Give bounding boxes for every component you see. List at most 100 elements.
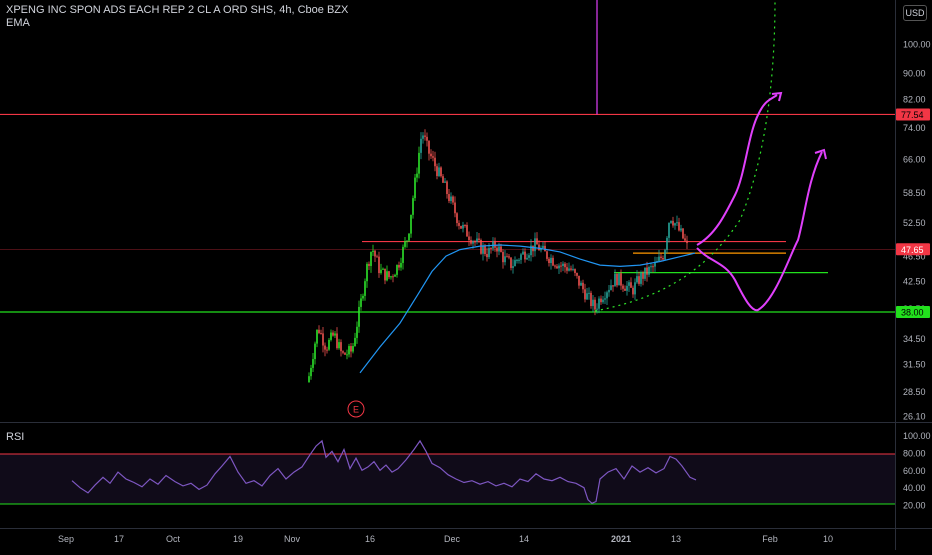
candle-body: [372, 250, 374, 252]
candle-body: [350, 346, 352, 352]
rsi-path: [71, 439, 697, 505]
candle-body: [612, 285, 614, 287]
ema-indicator-label[interactable]: EMA: [6, 17, 30, 29]
candle-body: [598, 298, 600, 309]
candle-body: [420, 138, 422, 153]
candle-body: [578, 275, 580, 286]
price-tick-label: 31.50: [903, 359, 926, 369]
earnings-marker-label: E: [353, 405, 359, 415]
time-axis-label: Nov: [284, 534, 301, 544]
candle-body: [524, 251, 526, 260]
candle-body: [490, 248, 492, 250]
candle-body: [480, 240, 482, 254]
projection-arrow-up: [771, 91, 783, 102]
candle-body: [558, 265, 560, 269]
candle-body: [572, 269, 574, 271]
candle-body: [472, 241, 474, 244]
candle-body: [544, 245, 546, 252]
price-badge-label: 77.54: [901, 110, 924, 120]
time-axis-label: Oct: [166, 534, 181, 544]
candle-body: [358, 306, 360, 327]
candle-body: [320, 333, 322, 335]
candle-body: [324, 345, 326, 350]
candle-body: [518, 259, 520, 261]
candle-body: [600, 298, 602, 303]
candle-body: [400, 262, 402, 268]
candle-body: [500, 246, 502, 252]
candle-body: [592, 299, 594, 307]
candle-body: [608, 289, 610, 293]
candle-body: [560, 265, 562, 267]
price-tick-label: 34.50: [903, 334, 926, 344]
candle-body: [650, 266, 652, 268]
rsi-tick-label: 20.00: [903, 501, 926, 511]
candle-body: [514, 260, 516, 267]
drawings: E: [347, 0, 827, 418]
candle-body: [548, 258, 550, 264]
candle-body: [646, 267, 648, 275]
candle-body: [380, 269, 382, 274]
candle-body: [668, 222, 670, 238]
candle-body: [376, 256, 378, 258]
projection-path-down-up: [696, 151, 823, 312]
candle-body: [516, 259, 518, 261]
candle-body: [510, 257, 512, 268]
candle-body: [394, 274, 396, 277]
candle-body: [436, 166, 438, 177]
candle-body: [482, 246, 484, 254]
candle-body: [414, 177, 416, 199]
candle-body: [584, 289, 586, 300]
candle-body: [684, 238, 686, 241]
candle-body: [512, 266, 514, 268]
candle-body: [664, 249, 666, 260]
candle-body: [628, 282, 630, 286]
candle-body: [662, 257, 664, 260]
candle-body: [458, 223, 460, 226]
candle-body: [486, 254, 488, 258]
candle-body: [686, 240, 688, 244]
candle-body: [456, 213, 458, 224]
candle-body: [476, 238, 478, 242]
candle-body: [424, 135, 426, 137]
rsi-tick-label: 40.00: [903, 483, 926, 493]
candle-body: [430, 153, 432, 157]
candle-body: [506, 256, 508, 258]
candle-body: [680, 228, 682, 231]
candle-body: [340, 342, 342, 352]
candle-body: [344, 352, 346, 355]
price-badge: [896, 243, 930, 256]
currency-button[interactable]: USD: [903, 5, 927, 21]
rsi-indicator-label[interactable]: RSI: [6, 431, 25, 443]
candle-body: [314, 343, 316, 360]
candle-body: [438, 167, 440, 177]
candle-body: [494, 241, 496, 248]
time-axis-label: 17: [114, 534, 124, 544]
candle-body: [552, 257, 554, 266]
candle-body: [530, 245, 532, 256]
candle-body: [610, 285, 612, 290]
rsi-line: [71, 439, 697, 505]
candle-body: [536, 238, 538, 245]
candle-body: [588, 292, 590, 294]
candle-body: [318, 329, 320, 334]
candle-body: [468, 236, 470, 241]
candle-body: [374, 250, 376, 257]
candle-body: [542, 245, 544, 249]
candle-body: [362, 295, 364, 299]
candle-body: [632, 287, 634, 295]
candle-body: [666, 237, 668, 250]
candle-body: [504, 256, 506, 263]
candle-body: [496, 247, 498, 252]
candle-body: [348, 346, 350, 355]
candle-body: [582, 282, 584, 290]
candle-body: [574, 269, 576, 273]
candle-body: [428, 140, 430, 154]
candles: [308, 129, 688, 383]
candle-body: [586, 293, 588, 300]
candle-body: [484, 246, 486, 255]
candle-body: [460, 225, 462, 229]
candle-body: [576, 272, 578, 276]
candle-body: [672, 220, 674, 226]
candle-body: [404, 241, 406, 247]
